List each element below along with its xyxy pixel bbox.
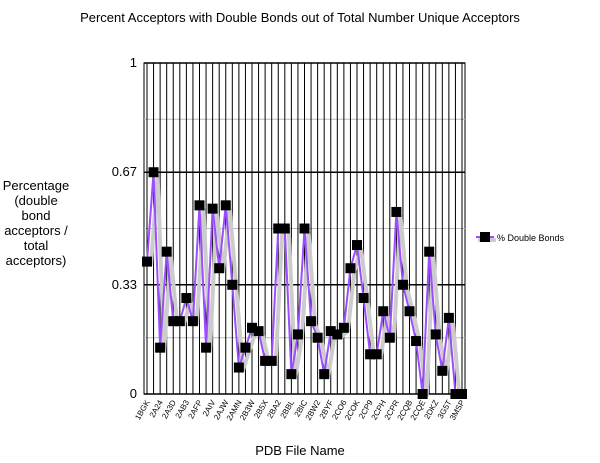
data-point	[299, 223, 310, 234]
data-point	[371, 349, 382, 360]
x-tick-label: 1BGK	[133, 398, 152, 422]
data-point	[227, 279, 238, 290]
data-point	[345, 263, 356, 274]
data-point	[306, 316, 317, 327]
data-point	[266, 355, 277, 366]
data-point	[424, 246, 435, 257]
data-point	[240, 342, 251, 353]
data-point	[417, 389, 428, 399]
data-point	[457, 389, 467, 399]
x-tick-label: 2AFP	[186, 399, 204, 421]
data-point	[312, 332, 323, 343]
data-point	[207, 203, 218, 214]
y-tick-label: 0.33	[112, 277, 137, 292]
x-tick-label: 2BBL	[279, 398, 297, 420]
data-point	[279, 223, 290, 234]
data-point	[338, 322, 349, 333]
data-point	[443, 312, 454, 323]
y-axis-label: Percentage (double bond acceptors / tota…	[2, 178, 70, 268]
data-point	[325, 326, 336, 337]
data-point	[168, 316, 179, 327]
data-point	[378, 306, 389, 317]
data-point	[260, 355, 271, 366]
chart-title: Percent Acceptors with Double Bonds out …	[80, 10, 520, 25]
data-point	[391, 206, 402, 217]
data-point	[201, 342, 212, 353]
data-point	[233, 362, 244, 373]
data-point	[430, 329, 441, 340]
data-point	[365, 349, 376, 360]
data-point	[397, 279, 408, 290]
data-point	[352, 240, 362, 251]
data-point	[273, 223, 284, 234]
data-point	[411, 336, 422, 347]
data-point	[253, 326, 264, 337]
data-point	[437, 365, 448, 376]
data-point	[148, 167, 159, 178]
data-point	[358, 293, 369, 304]
data-point	[292, 329, 303, 340]
data-point	[384, 332, 395, 343]
data-point	[181, 293, 192, 304]
legend-marker	[480, 232, 490, 242]
y-tick-label: 0	[130, 386, 137, 401]
data-point	[174, 316, 185, 327]
data-point	[220, 200, 231, 211]
x-axis-label: PDB File Name	[255, 443, 345, 458]
data-point	[332, 329, 343, 340]
data-point	[194, 200, 205, 211]
data-point	[247, 322, 257, 333]
data-point	[187, 316, 198, 327]
legend-label: % Double Bonds	[497, 233, 565, 243]
data-point	[161, 246, 172, 257]
data-point	[319, 369, 330, 380]
data-point	[404, 306, 415, 317]
data-point	[214, 263, 225, 274]
y-tick-label: 0.67	[112, 164, 137, 179]
data-point	[286, 369, 297, 380]
y-tick-label: 1	[130, 55, 137, 70]
data-point	[155, 342, 166, 353]
data-point	[450, 389, 461, 399]
data-point	[142, 256, 152, 267]
